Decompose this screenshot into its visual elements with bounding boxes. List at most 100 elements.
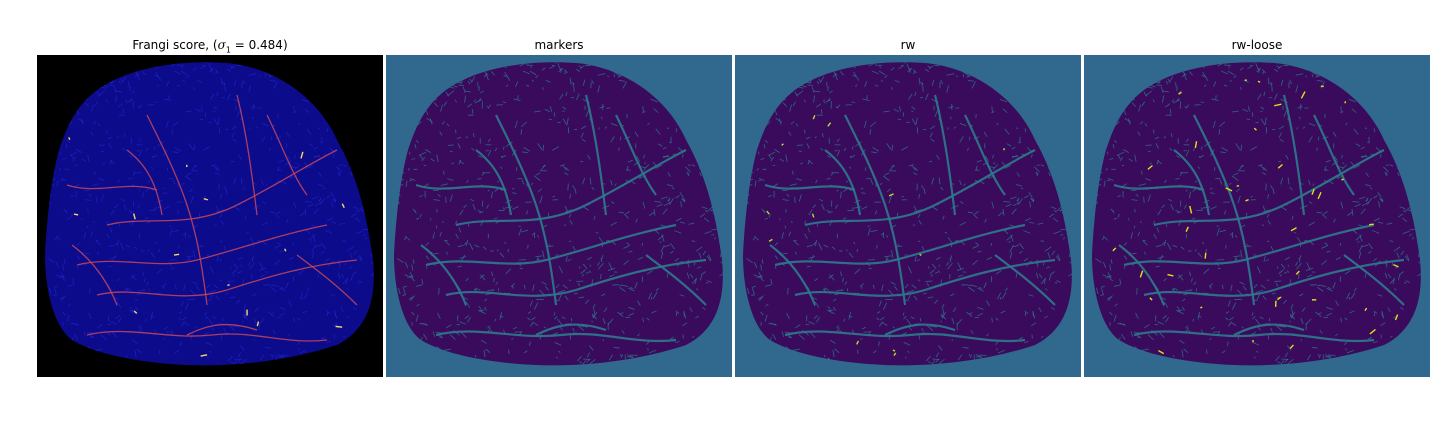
texture-speck	[941, 304, 945, 309]
texture-speck	[201, 106, 203, 112]
texture-speck	[142, 191, 144, 199]
texture-speck	[942, 308, 944, 315]
texture-speck	[924, 93, 929, 101]
texture-speck	[223, 185, 228, 191]
texture-speck	[321, 250, 325, 254]
texture-speck	[1143, 324, 1150, 329]
texture-speck	[457, 265, 462, 268]
texture-speck	[1137, 131, 1141, 136]
texture-speck	[1161, 297, 1167, 301]
texture-speck	[1001, 292, 1007, 300]
texture-speck	[1040, 240, 1045, 242]
texture-speck	[928, 160, 933, 163]
texture-speck	[1314, 311, 1322, 318]
texture-speck	[462, 86, 466, 93]
texture-speck	[753, 261, 758, 269]
texture-speck	[1365, 172, 1369, 178]
texture-speck	[1358, 224, 1364, 227]
texture-speck	[155, 241, 158, 245]
texture-speck	[1237, 195, 1241, 204]
texture-speck	[467, 223, 470, 227]
texture-speck	[447, 90, 455, 97]
texture-speck	[807, 160, 813, 165]
texture-speck	[437, 193, 441, 197]
texture-speck	[100, 150, 104, 153]
texture-speck	[1262, 295, 1267, 301]
texture-speck	[121, 76, 127, 83]
texture-speck	[930, 138, 935, 142]
texture-speck	[934, 110, 938, 118]
texture-speck	[107, 136, 113, 140]
texture-speck	[589, 358, 596, 365]
texture-speck	[478, 86, 480, 92]
texture-speck	[116, 136, 119, 139]
texture-speck	[142, 289, 146, 292]
texture-speck	[98, 178, 105, 181]
texture-speck	[473, 99, 477, 103]
texture-speck	[109, 160, 115, 165]
texture-speck	[999, 98, 1007, 103]
texture-speck	[484, 306, 487, 311]
texture-speck	[891, 144, 894, 152]
vessel-channel	[994, 254, 1056, 306]
texture-speck	[962, 71, 970, 77]
texture-speck	[1172, 354, 1175, 358]
texture-speck	[1221, 350, 1226, 354]
texture-speck	[1255, 63, 1259, 71]
texture-speck	[652, 161, 657, 167]
texture-speck	[138, 149, 143, 157]
texture-speck	[125, 99, 134, 104]
texture-speck	[464, 315, 469, 319]
texture-speck	[1291, 215, 1294, 220]
texture-speck	[995, 317, 999, 321]
texture-speck	[578, 266, 581, 269]
texture-speck	[430, 158, 436, 162]
highlight-speck	[1200, 306, 1203, 309]
texture-speck	[908, 93, 913, 100]
texture-speck	[466, 303, 471, 308]
texture-speck	[465, 278, 469, 282]
texture-speck	[1319, 330, 1323, 335]
texture-speck	[608, 354, 614, 361]
texture-speck	[303, 292, 309, 300]
texture-speck	[1175, 155, 1181, 159]
texture-speck	[959, 180, 962, 186]
texture-speck	[968, 286, 975, 292]
texture-speck	[153, 329, 157, 334]
texture-speck	[311, 251, 315, 259]
texture-speck	[529, 300, 533, 307]
texture-speck	[577, 325, 585, 331]
markers-canvas	[386, 55, 732, 377]
texture-speck	[653, 108, 659, 113]
texture-speck	[171, 129, 174, 135]
texture-speck	[513, 98, 521, 102]
highlight-speck	[1178, 91, 1182, 95]
texture-speck	[1191, 277, 1193, 283]
texture-speck	[1154, 136, 1160, 140]
texture-speck	[669, 336, 675, 340]
texture-speck	[1350, 161, 1355, 167]
texture-speck	[542, 87, 544, 91]
texture-speck	[113, 86, 117, 93]
vessel-channel	[844, 114, 907, 306]
texture-speck	[1225, 244, 1227, 249]
texture-speck	[325, 230, 333, 234]
texture-speck	[163, 326, 168, 330]
texture-speck	[626, 242, 630, 246]
texture-speck	[746, 258, 753, 264]
texture-speck	[1278, 269, 1284, 275]
texture-speck	[1095, 201, 1098, 205]
texture-speck	[1188, 329, 1191, 332]
texture-speck	[722, 272, 723, 275]
texture-speck	[1182, 306, 1185, 311]
texture-speck	[1159, 332, 1165, 338]
vessel-channel	[415, 183, 507, 192]
texture-speck	[1185, 189, 1188, 192]
texture-speck	[962, 74, 965, 78]
texture-speck	[429, 218, 432, 221]
texture-speck	[999, 296, 1002, 300]
texture-speck	[126, 287, 132, 291]
texture-speck	[242, 313, 245, 319]
texture-speck	[870, 229, 878, 233]
texture-speck	[706, 255, 712, 262]
